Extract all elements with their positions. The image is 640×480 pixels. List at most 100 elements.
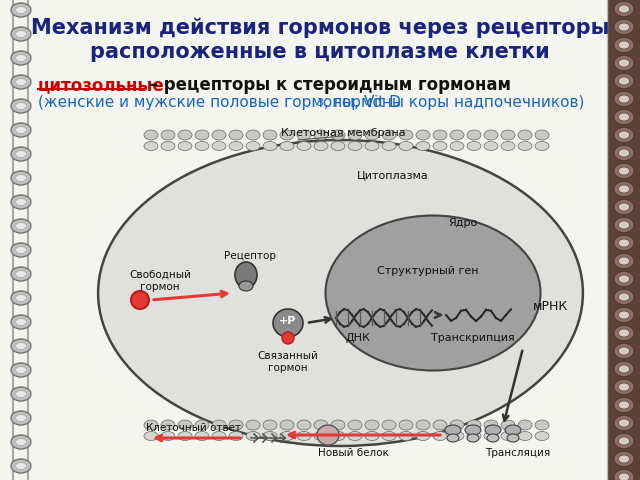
Text: Новый белок: Новый белок xyxy=(317,448,388,458)
Ellipse shape xyxy=(614,397,634,412)
Ellipse shape xyxy=(614,128,634,143)
Ellipse shape xyxy=(15,151,26,157)
Ellipse shape xyxy=(614,1,634,16)
Ellipse shape xyxy=(618,95,630,103)
Text: Связанный
гормон: Связанный гормон xyxy=(257,351,319,372)
Ellipse shape xyxy=(98,140,583,446)
Ellipse shape xyxy=(144,142,158,151)
Ellipse shape xyxy=(618,203,630,211)
Ellipse shape xyxy=(314,420,328,430)
Ellipse shape xyxy=(614,308,634,323)
Ellipse shape xyxy=(614,92,634,107)
Ellipse shape xyxy=(618,167,630,175)
Ellipse shape xyxy=(484,142,498,151)
Ellipse shape xyxy=(618,455,630,463)
Ellipse shape xyxy=(317,425,339,445)
Ellipse shape xyxy=(11,123,31,137)
Ellipse shape xyxy=(618,77,630,85)
Ellipse shape xyxy=(614,361,634,376)
Ellipse shape xyxy=(263,130,277,140)
Ellipse shape xyxy=(11,435,31,449)
Ellipse shape xyxy=(229,432,243,441)
Ellipse shape xyxy=(618,437,630,445)
Ellipse shape xyxy=(212,432,226,441)
Ellipse shape xyxy=(144,432,158,441)
Ellipse shape xyxy=(297,420,311,430)
Ellipse shape xyxy=(246,142,260,151)
Ellipse shape xyxy=(382,420,396,430)
Ellipse shape xyxy=(518,130,532,140)
Ellipse shape xyxy=(280,420,294,430)
Ellipse shape xyxy=(348,420,362,430)
Ellipse shape xyxy=(618,347,630,355)
FancyBboxPatch shape xyxy=(608,0,640,480)
Text: расположенные в цитоплазме клетки: расположенные в цитоплазме клетки xyxy=(90,42,550,62)
Ellipse shape xyxy=(11,339,31,353)
Ellipse shape xyxy=(614,145,634,160)
Ellipse shape xyxy=(467,142,481,151)
Ellipse shape xyxy=(399,420,413,430)
Text: Структурный ген: Структурный ген xyxy=(377,266,479,276)
Text: мРНК: мРНК xyxy=(533,300,568,313)
Text: Клеточная мембрана: Клеточная мембрана xyxy=(281,128,405,138)
Ellipse shape xyxy=(614,236,634,251)
Circle shape xyxy=(131,291,149,309)
Ellipse shape xyxy=(467,434,479,442)
Ellipse shape xyxy=(11,51,31,65)
Ellipse shape xyxy=(445,425,461,435)
Circle shape xyxy=(282,332,294,344)
Ellipse shape xyxy=(314,432,328,441)
Ellipse shape xyxy=(263,432,277,441)
Ellipse shape xyxy=(314,142,328,151)
Ellipse shape xyxy=(297,432,311,441)
Ellipse shape xyxy=(365,142,379,151)
Ellipse shape xyxy=(161,420,175,430)
Ellipse shape xyxy=(618,41,630,49)
Ellipse shape xyxy=(11,363,31,377)
Ellipse shape xyxy=(618,293,630,301)
Ellipse shape xyxy=(348,142,362,151)
Ellipse shape xyxy=(518,432,532,441)
Ellipse shape xyxy=(11,291,31,305)
Ellipse shape xyxy=(614,73,634,88)
Ellipse shape xyxy=(195,142,209,151)
Ellipse shape xyxy=(195,130,209,140)
Ellipse shape xyxy=(501,130,515,140)
Ellipse shape xyxy=(348,432,362,441)
Ellipse shape xyxy=(416,142,430,151)
Ellipse shape xyxy=(416,130,430,140)
Ellipse shape xyxy=(618,383,630,391)
Ellipse shape xyxy=(614,37,634,52)
Ellipse shape xyxy=(618,113,630,121)
Ellipse shape xyxy=(501,142,515,151)
Ellipse shape xyxy=(11,3,31,17)
Ellipse shape xyxy=(15,391,26,397)
Ellipse shape xyxy=(484,420,498,430)
Ellipse shape xyxy=(15,199,26,205)
Ellipse shape xyxy=(487,434,499,442)
Ellipse shape xyxy=(614,253,634,268)
Ellipse shape xyxy=(485,425,501,435)
Ellipse shape xyxy=(447,434,459,442)
Ellipse shape xyxy=(382,142,396,151)
Ellipse shape xyxy=(195,432,209,441)
Ellipse shape xyxy=(614,20,634,35)
Ellipse shape xyxy=(535,432,549,441)
Text: Ядро: Ядро xyxy=(449,218,477,228)
Text: 3: 3 xyxy=(316,98,323,108)
Ellipse shape xyxy=(614,200,634,215)
Ellipse shape xyxy=(246,420,260,430)
Ellipse shape xyxy=(15,127,26,133)
Ellipse shape xyxy=(614,325,634,340)
Ellipse shape xyxy=(507,434,519,442)
Ellipse shape xyxy=(467,432,481,441)
Ellipse shape xyxy=(15,175,26,181)
Ellipse shape xyxy=(618,221,630,229)
Ellipse shape xyxy=(161,432,175,441)
Ellipse shape xyxy=(15,223,26,229)
Text: (женские и мужские половые гормоны, Vit D: (женские и мужские половые гормоны, Vit … xyxy=(38,95,401,110)
Ellipse shape xyxy=(229,142,243,151)
Ellipse shape xyxy=(614,272,634,287)
Text: Механизм действия гормонов через рецепторы: Механизм действия гормонов через рецепто… xyxy=(31,18,609,38)
Ellipse shape xyxy=(15,31,26,37)
